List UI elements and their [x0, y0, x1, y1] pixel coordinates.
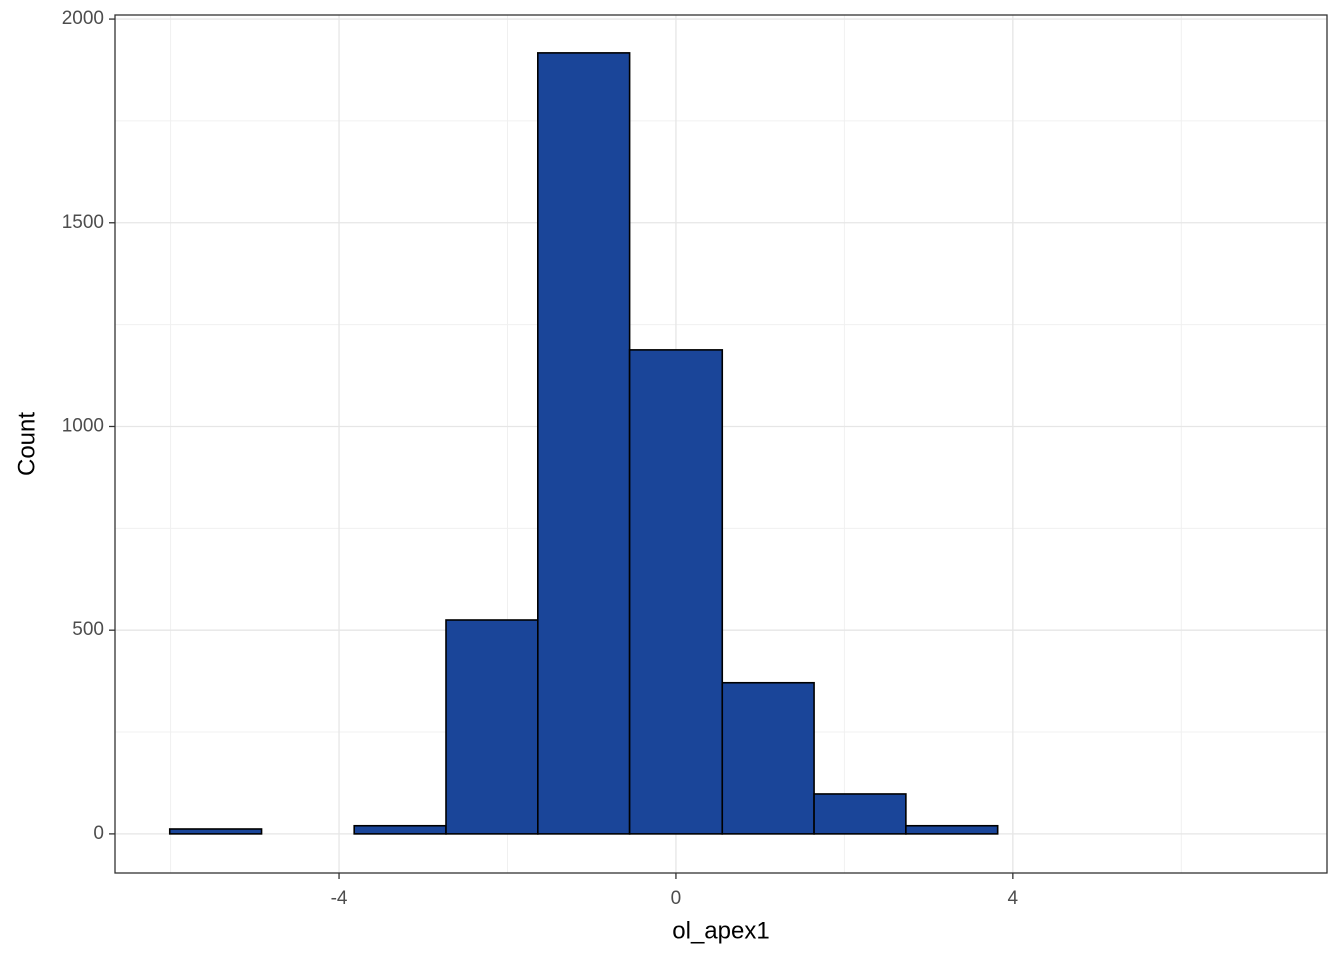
bar [813, 793, 907, 835]
y-axis-title: Count [13, 412, 40, 476]
x-tick-label: 0 [671, 888, 682, 909]
y-tick-label: 1000 [62, 415, 104, 436]
bar [445, 619, 539, 835]
bar [721, 681, 815, 835]
y-tick-label: 2000 [62, 8, 104, 29]
bar [353, 824, 447, 835]
bar [905, 824, 999, 835]
bar [168, 828, 263, 835]
x-tick-label: 4 [1008, 888, 1019, 909]
plot-border [114, 14, 1328, 874]
y-tick-label: 500 [72, 619, 104, 640]
x-axis-title: ol_apex1 [672, 917, 769, 944]
y-tick-label: 1500 [62, 212, 104, 233]
y-tick-label: 0 [93, 823, 104, 844]
bar [628, 349, 724, 835]
x-tick-label: -4 [331, 888, 348, 909]
bar [537, 52, 631, 835]
